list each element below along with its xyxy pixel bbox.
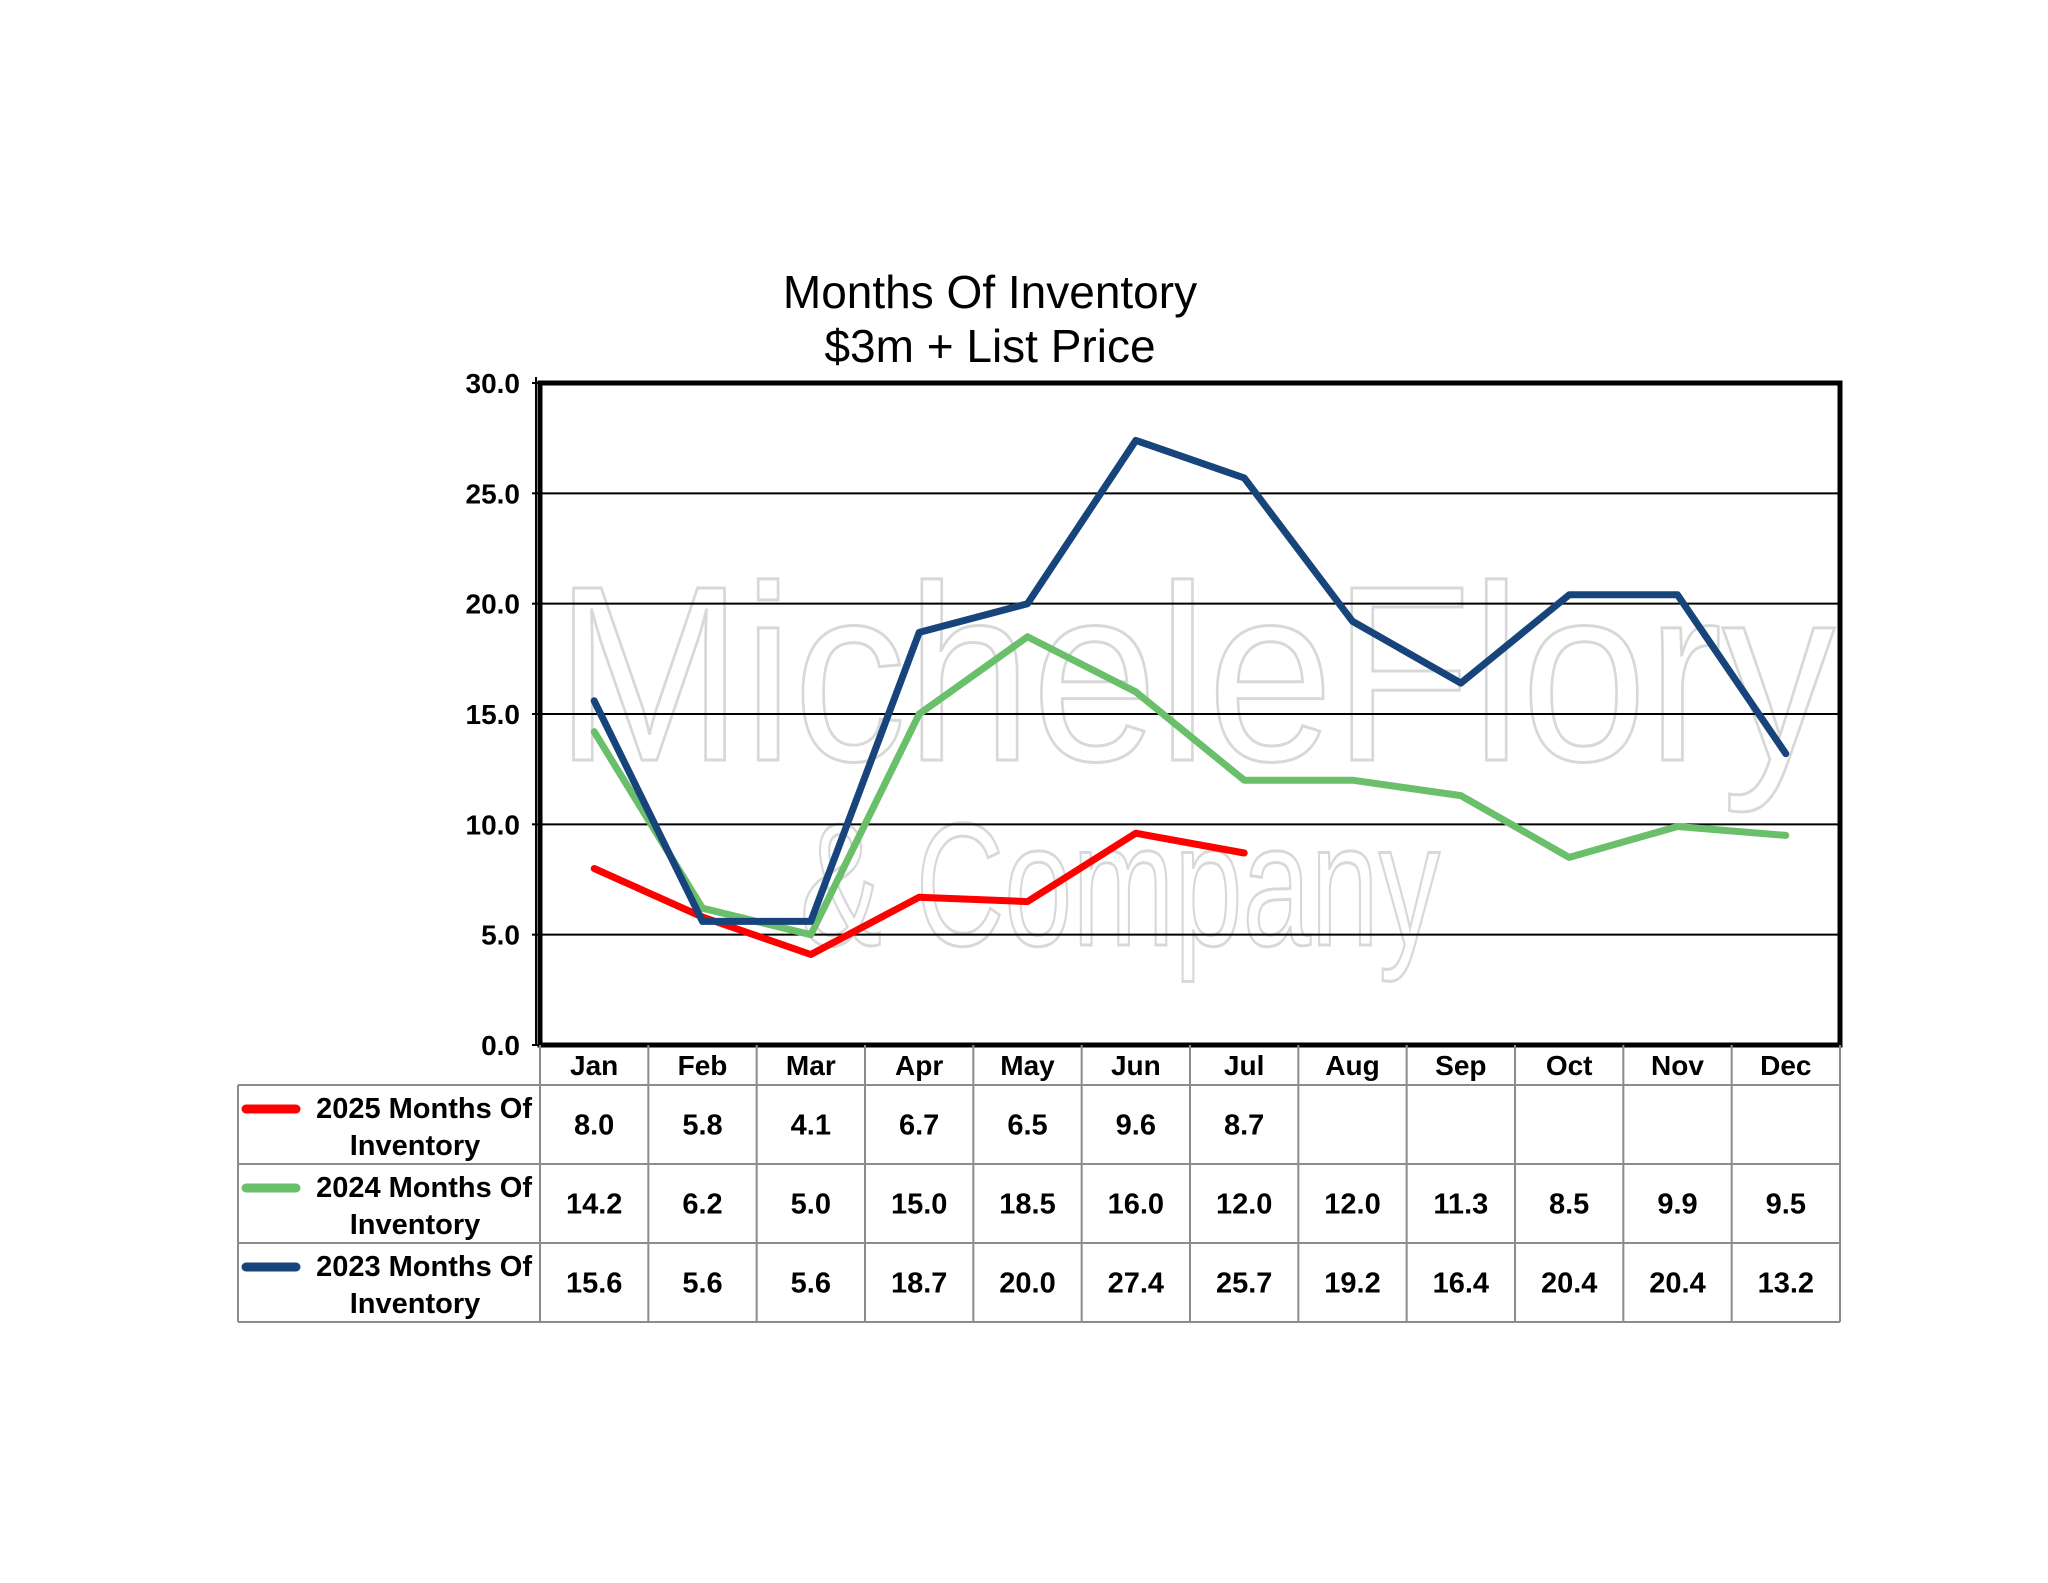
legend-label: Inventory xyxy=(350,1288,481,1320)
table-cell-value: 5.0 xyxy=(791,1189,831,1221)
x-tick-label: Oct xyxy=(1546,1050,1593,1081)
x-tick-label: Dec xyxy=(1760,1050,1811,1081)
table-cell-value: 9.9 xyxy=(1657,1189,1697,1221)
gridlines xyxy=(540,492,1840,936)
series-lines xyxy=(590,436,1790,958)
x-tick-label: Mar xyxy=(786,1050,836,1081)
y-axis: 0.0 5.0 10.0 15.0 20.0 25.0 30.0 xyxy=(466,368,540,1061)
x-tick-label: Jan xyxy=(570,1050,618,1081)
table-cell-value: 6.5 xyxy=(1007,1110,1047,1142)
legend-label: 2023 Months Of xyxy=(316,1251,532,1283)
y-tick-label: 30.0 xyxy=(466,368,521,399)
y-tick-label: 0.0 xyxy=(481,1030,520,1061)
legend-label: 2025 Months Of xyxy=(316,1093,532,1125)
table-cell-value: 6.7 xyxy=(899,1110,939,1142)
table-cell-value: 12.0 xyxy=(1216,1189,1272,1221)
table-cell-value: 6.2 xyxy=(682,1189,722,1221)
x-tick-label: Nov xyxy=(1651,1050,1704,1081)
watermark: MicheleFlory & Company xyxy=(554,533,1837,985)
table-cell-value: 13.2 xyxy=(1758,1268,1814,1300)
table-cell-value: 16.4 xyxy=(1433,1268,1489,1300)
table-cell-value: 5.6 xyxy=(791,1268,831,1300)
table-cell-value: 15.6 xyxy=(566,1268,622,1300)
table-cell-value: 4.1 xyxy=(791,1110,831,1142)
legend-label: 2024 Months Of xyxy=(316,1172,532,1204)
table-cell-value: 12.0 xyxy=(1324,1189,1380,1221)
x-tick-label: Sep xyxy=(1435,1050,1486,1081)
table-cell-value: 8.7 xyxy=(1224,1110,1264,1142)
table-cell-value: 8.0 xyxy=(574,1110,614,1142)
x-tick-label: Feb xyxy=(678,1050,728,1081)
table-cell-value: 9.5 xyxy=(1766,1189,1806,1221)
table-cell-value: 19.2 xyxy=(1324,1268,1380,1300)
legend-label: Inventory xyxy=(350,1209,481,1241)
table-cell-value: 11.3 xyxy=(1433,1189,1488,1221)
table-cell-value: 9.6 xyxy=(1116,1110,1156,1142)
y-tick-label: 10.0 xyxy=(466,809,521,840)
table-cell-value: 20.0 xyxy=(999,1268,1055,1300)
y-tick-label: 20.0 xyxy=(466,589,521,620)
y-tick-label: 25.0 xyxy=(466,478,521,509)
table-cell-value: 18.5 xyxy=(999,1189,1055,1221)
table-cell-value: 20.4 xyxy=(1649,1268,1705,1300)
table-cell-value: 15.0 xyxy=(891,1189,947,1221)
data-table: Jan Feb Mar Apr May Jun Jul Aug Sep Oct Nov Dec 2025… xyxy=(237,1045,1841,1323)
chart-subtitle: $3m + List Price xyxy=(824,320,1156,372)
table-cell-value: 14.2 xyxy=(566,1189,622,1221)
table-cell-value: 25.7 xyxy=(1216,1268,1272,1300)
table-cell-value: 20.4 xyxy=(1541,1268,1597,1300)
chart-title: Months Of Inventory $3m + List Price xyxy=(540,265,1440,373)
table-cell-value: 8.5 xyxy=(1549,1189,1589,1221)
series-line-2 xyxy=(590,436,1790,925)
x-tick-label: May xyxy=(1000,1050,1055,1081)
table-cell-value: 16.0 xyxy=(1108,1189,1164,1221)
series-line-1 xyxy=(590,633,1790,939)
chart-title-line: Months Of Inventory xyxy=(782,266,1198,318)
table-cell-value: 18.7 xyxy=(891,1268,947,1300)
watermark-line-2: & Company xyxy=(800,788,1440,983)
x-tick-label: Aug xyxy=(1325,1050,1379,1081)
x-tick-label: Apr xyxy=(895,1050,943,1081)
table-cell-value: 5.6 xyxy=(682,1268,722,1300)
y-tick-label: 15.0 xyxy=(466,699,521,730)
table-cell-value: 27.4 xyxy=(1108,1268,1164,1300)
x-tick-label: Jun xyxy=(1111,1050,1161,1081)
legend-label: Inventory xyxy=(350,1130,481,1162)
table-cell-value: 5.8 xyxy=(682,1110,722,1142)
watermark-line-1: MicheleFlory xyxy=(555,534,1835,813)
x-tick-label: Jul xyxy=(1224,1050,1264,1081)
y-tick-label: 5.0 xyxy=(481,920,520,951)
